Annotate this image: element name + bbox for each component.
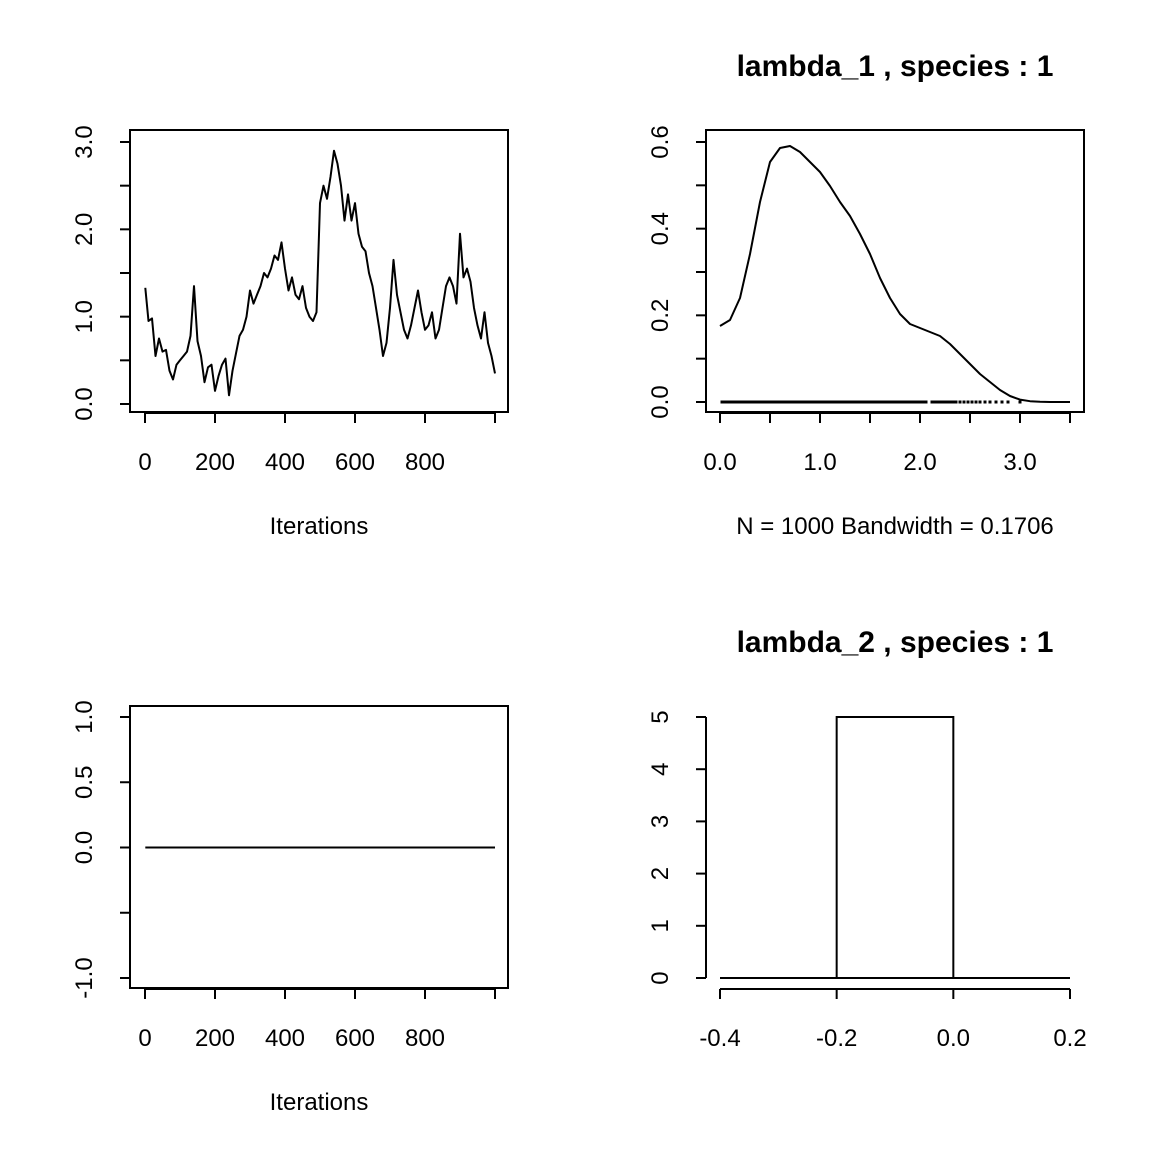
x-tick-label: 0.2 (1053, 1025, 1086, 1052)
x-tick-label: 0.0 (703, 449, 736, 476)
x-tick-label: 2.0 (903, 449, 936, 476)
y-tick-label: 5 (647, 710, 674, 723)
y-tick-label: 1.0 (71, 700, 98, 733)
x-tick-label: 1.0 (803, 449, 836, 476)
x-tick-label: 800 (405, 1025, 445, 1052)
x-tick-label: 600 (335, 1025, 375, 1052)
y-axis: -1.0 0.0 0.5 1.0 (71, 700, 131, 999)
y-axis: 0 1 2 3 4 5 (647, 710, 707, 985)
x-tick-label: 0 (138, 449, 151, 476)
histogram-bar (835, 716, 955, 979)
x-tick-label: 400 (265, 449, 305, 476)
histogram-lambda-2: lambda_2 , species : 1 -0.4 -0.2 0.0 0.2 0 1… (647, 626, 1087, 1052)
y-tick-label: -1.0 (71, 957, 98, 998)
y-tick-label: 1.0 (71, 300, 98, 333)
x-axis: 0.0 1.0 2.0 3.0 (703, 412, 1071, 476)
chart-title: lambda_1 , species : 1 (737, 50, 1054, 83)
y-tick-label: 0.0 (71, 831, 98, 864)
y-tick-label: 0.0 (647, 385, 674, 418)
x-axis-title: N = 1000 Bandwidth = 0.1706 (736, 513, 1054, 540)
x-tick-label: 400 (265, 1025, 305, 1052)
y-tick-label: 0.4 (647, 212, 674, 245)
x-tick-label: 3.0 (1003, 449, 1036, 476)
x-tick-label: 200 (195, 1025, 235, 1052)
y-tick-label: 4 (647, 763, 674, 776)
series-line (144, 149, 496, 397)
y-tick-label: 1 (647, 919, 674, 932)
y-tick-label: 3.0 (71, 125, 98, 158)
x-tick-label: 0.0 (937, 1025, 970, 1052)
y-tick-label: 0.2 (647, 299, 674, 332)
y-tick-label: 2 (647, 867, 674, 880)
plot-marks (720, 716, 1070, 979)
x-axis: 0 200 400 600 800 (138, 412, 496, 476)
y-tick-label: 0.6 (647, 125, 674, 158)
x-tick-label: 600 (335, 449, 375, 476)
trace-plot-lambda-2: 0 200 400 600 800 -1.0 0.0 0.5 1.0 Iterations (71, 700, 509, 1116)
y-tick-label: 0 (647, 971, 674, 984)
series-line (719, 145, 1070, 403)
y-axis: 0.0 0.2 0.4 0.6 (647, 125, 707, 419)
chart-title: lambda_2 , species : 1 (737, 626, 1054, 659)
x-axis-title: Iterations (270, 513, 369, 540)
plot-marks (144, 149, 496, 397)
trace-plot-lambda-1: 0 200 400 600 800 0.0 1.0 2.0 3.0 Iterations (71, 125, 509, 540)
x-tick-label: -0.4 (699, 1025, 740, 1052)
x-tick-label: 200 (195, 449, 235, 476)
x-tick-label: 0 (138, 1025, 151, 1052)
y-tick-label: 0.5 (71, 766, 98, 799)
plot-marks (719, 145, 1070, 404)
x-axis: -0.4 -0.2 0.0 0.2 (699, 988, 1087, 1052)
x-tick-label: -0.2 (816, 1025, 857, 1052)
x-axis-title: Iterations (270, 1089, 369, 1116)
x-axis: 0 200 400 600 800 (138, 988, 496, 1052)
x-tick-label: 800 (405, 449, 445, 476)
y-axis: 0.0 1.0 2.0 3.0 (71, 125, 131, 421)
y-tick-label: 2.0 (71, 213, 98, 246)
y-tick-label: 0.0 (71, 387, 98, 420)
density-plot-lambda-1: lambda_1 , species : 1 0.0 1.0 2.0 3.0 0.00… (647, 50, 1085, 540)
y-tick-label: 3 (647, 815, 674, 828)
